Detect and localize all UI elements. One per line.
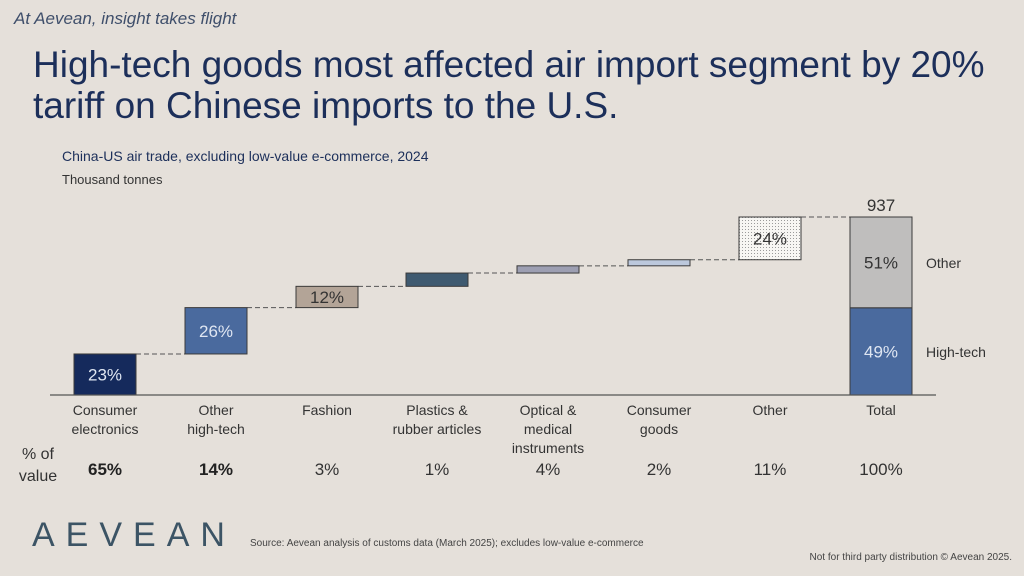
category-label-fashion: Fashion [267,401,387,420]
bar-total-other [849,216,913,309]
bar-fashion [295,285,359,309]
total-legend-high-tech: High-tech [926,344,986,360]
value-share-other: 11% [753,460,787,479]
value-share-plastics-rubber-articles: 1% [424,460,450,479]
data-label-other: 24% [753,229,787,248]
bar-other [738,216,802,261]
value-share-total: 100% [859,460,903,479]
connector-lines [136,216,850,355]
category-label-line: electronics [71,421,139,437]
category-label-line: high-tech [187,421,245,437]
chart-unit-label: Thousand tonnes [62,172,163,187]
chart-title: China-US air trade, excluding low-value … [62,148,429,164]
bar-plastics-rubber-articles [405,272,469,287]
category-label-line: rubber articles [392,421,482,437]
value-share-optical-medical-instruments: 4% [535,460,561,479]
value-share-consumer-goods: 2% [646,460,672,479]
total-legend-other: Other [926,255,962,271]
category-label-plastics-rubber-articles: Plastics & rubber articles [377,401,497,439]
category-label-line: goods [639,421,679,437]
data-label-total-other: 51% [864,253,898,272]
bar-other-high-tech [184,307,248,355]
headline: High-tech goods most affected air import… [33,44,985,126]
bar-consumer-electronics [73,353,137,396]
data-label-total-high-tech: 49% [864,342,898,361]
category-label-line: instruments [511,440,585,456]
bar-total-high-tech [849,307,913,396]
bar-optical-medical-instruments [516,265,580,274]
data-label-total-value: 937 [867,196,895,215]
category-label-line: Other [198,402,234,418]
category-label-other: Other [710,401,830,420]
tagline: At Aevean, insight takes flight [14,9,237,28]
copyright-note: Not for third party distribution © Aevea… [809,552,1012,563]
value-share-fashion: 3% [314,460,340,479]
data-label-fashion: 12% [310,288,344,307]
category-label-consumer-goods: Consumer goods [599,401,719,439]
data-label-other-high-tech: 26% [199,322,233,341]
category-label-other-high-tech: Other high-tech [156,401,276,439]
category-label-line: Consumer [626,402,692,418]
category-label-line: Total [866,402,896,418]
source-note: Source: Aevean analysis of customs data … [250,538,644,549]
value-share-other-high-tech: 14% [198,460,234,479]
value-share-consumer-electronics: 65% [87,460,123,479]
category-label-line: Consumer [72,402,138,418]
category-label-optical-medical-instruments: Optical & medical instruments [488,401,608,458]
data-labels: 23% 26% 12% 24% 49% 51% 937 [88,196,898,384]
data-label-consumer-electronics: 23% [88,365,122,384]
category-label-line: Other [752,402,788,418]
value-share-label-line: % of [21,446,54,463]
bars [73,216,913,396]
category-label-line: Optical & [519,402,577,418]
category-label-line: Fashion [302,402,352,418]
category-label-line: Plastics & [406,402,468,418]
category-label-line: medical [523,421,573,437]
bar-consumer-goods [627,259,691,267]
value-share-row-label: % of value [12,444,64,488]
value-share-label-line: value [18,468,58,485]
category-label-consumer-electronics: Consumer electronics [45,401,165,439]
aevean-logo: AEVEAN [32,516,236,554]
category-label-total: Total [821,401,941,420]
